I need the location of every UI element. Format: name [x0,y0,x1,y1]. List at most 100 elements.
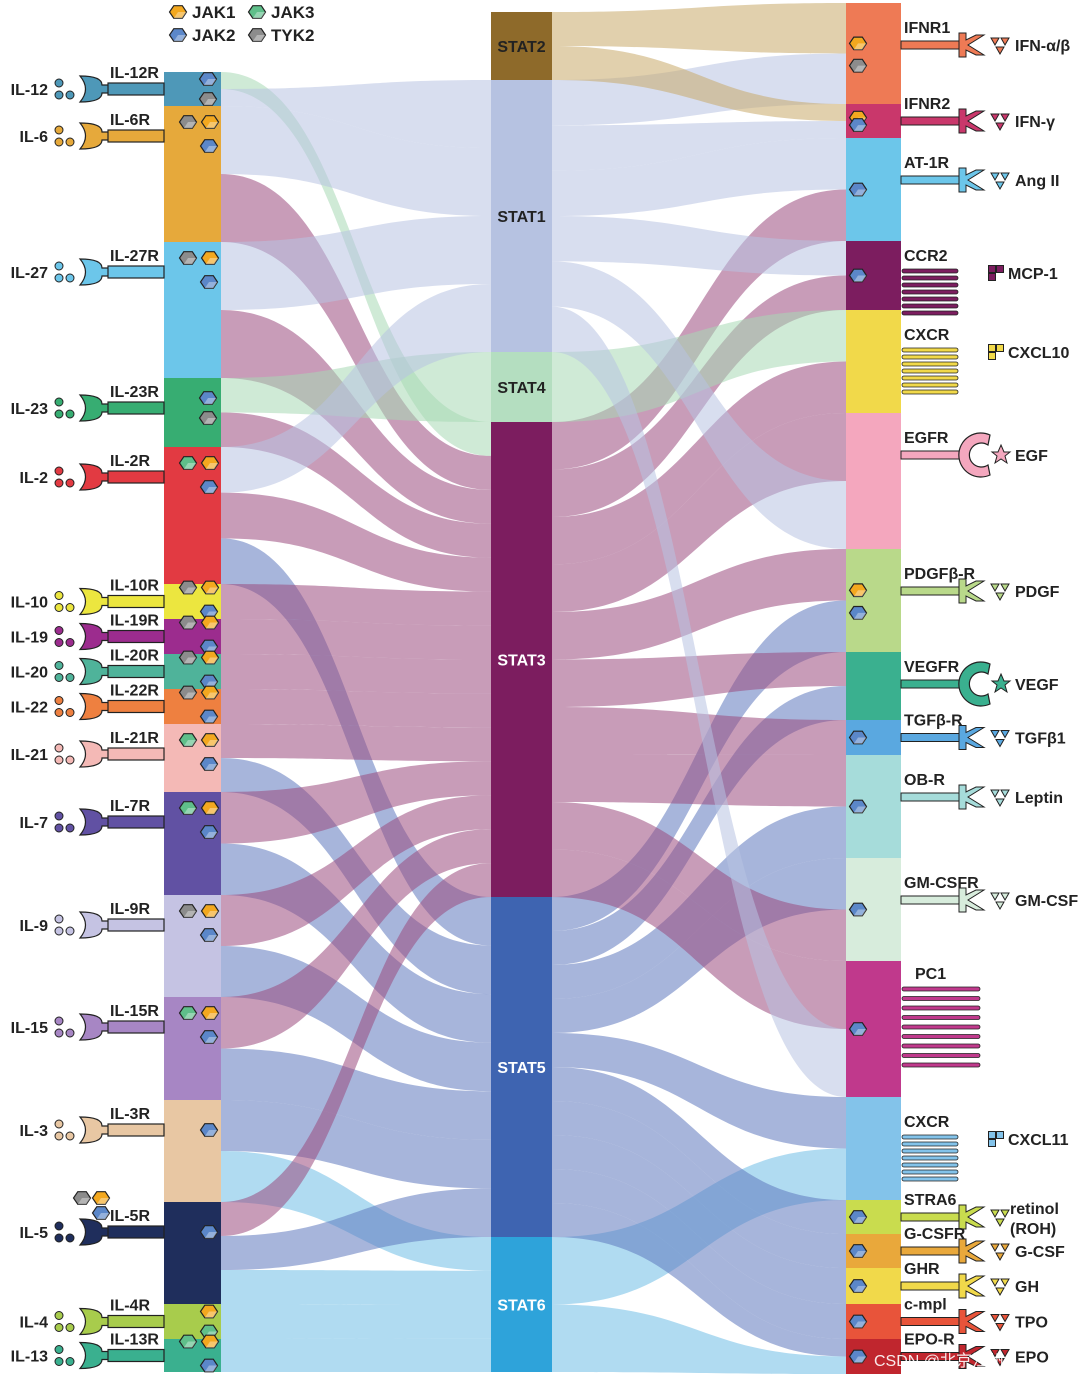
jak1-icon [199,1304,219,1319]
tyk2-icon [72,1191,92,1205]
receptor-label: STRA6 [904,1192,957,1209]
transmembrane-segment [901,1062,981,1068]
receptor-at-1r-2: AT-1R Ang II [848,155,1059,197]
jak1-icon [200,733,220,747]
ligand-dot-icon [65,478,75,488]
receptor-stalk [900,792,960,802]
legend-item-jak3: JAK3 [247,3,314,22]
ligand-dot-icon [54,1119,64,1129]
flow-il-15r-stat5 [221,1048,491,1140]
receptor-stalk [107,129,165,143]
transmembrane-segment [901,1005,981,1011]
ligand-triangle-icon [1000,892,1010,902]
ligand-star-icon [990,443,1012,465]
legend-item-jak1: JAK1 [168,3,235,22]
flow-stat3-pdgf-r [552,549,846,660]
ligand-dot-icon [65,673,75,682]
legend-jak1-icon [168,5,188,19]
legend-jak2-icon [168,28,188,42]
ligand-triangle-icon [995,46,1005,56]
ligand-dot-icon [54,1016,64,1026]
stat-bar-stat5: STAT5 [491,897,552,1237]
receptor-stalk [107,629,165,644]
receptor-stalk [107,747,165,761]
receptor-label: AT-1R [904,155,949,172]
receptor-label: IL-27R [110,248,159,265]
ligand-square-icon [996,1131,1004,1139]
ligand-label: retinol (ROH) [1010,1201,1059,1238]
ligand-triangle-icon [990,892,1000,902]
jak3-icon [178,1006,198,1020]
transmembrane-segment [901,375,959,381]
flow-il-5r-stat6 [221,1270,491,1305]
flow-il-7r-stat3 [221,761,491,844]
receptor-label: IL-6R [110,112,150,129]
receptor-head-icon [78,463,111,491]
ligand-label: IL-2 [20,470,49,487]
receptor-head-icon [78,394,111,422]
ligand-dot-icon [54,125,64,135]
jak2-icon [199,928,219,942]
flow-stat5-vegfr [552,686,846,965]
ligand-label: IL-21 [11,747,48,764]
receptor-label: IL-13R [110,1332,159,1349]
transmembrane-segment [901,289,959,295]
receptor-stalk [107,1123,165,1137]
ligand-triangle-icon [990,1243,1000,1253]
ligand-dot-icon [54,755,64,765]
receptor-stalk [107,1020,165,1034]
jak2-icon [848,799,868,814]
stat-label: STAT5 [497,1060,545,1077]
ligand-dot-icon [54,478,64,488]
ligand-label: IL-13 [11,1349,48,1366]
ligand-dot-icon [54,638,64,647]
receptor-stalk [107,470,165,484]
jak1-icon [200,1006,220,1020]
receptor-stalk [107,1314,165,1329]
ligand-label: IL-12 [11,82,48,99]
flow-il-20r-stat3 [221,654,491,694]
receptor-head-icon [78,1341,111,1370]
receptor-label: OB-R [904,772,945,789]
jak2-icon [848,118,868,132]
ligand-dot-icon [54,673,64,682]
flow-stat1-ccr2 [552,216,846,276]
receptor-label: CCR2 [904,248,948,265]
receptor-head-icon [78,1218,111,1246]
ligand-dot-icon [65,1233,75,1243]
flow-stat5-ghr [552,1135,846,1304]
ligand-triangle-icon [1000,172,1010,182]
receptor-label: EGFR [904,430,949,447]
jak2-icon [199,139,219,153]
receptor-label: PC1 [915,966,946,983]
stat-rect [491,897,552,1237]
jak1-icon [200,580,220,595]
ligand-label: IL-7 [20,815,49,832]
receptor-head-icon [78,122,111,150]
ligand-label: Ang II [1015,173,1059,190]
stat-bar-stat3: STAT3 [491,422,552,897]
ligand-dot-icon [54,1345,64,1354]
transmembrane-segment [901,1155,959,1161]
jak1-icon [91,1191,111,1205]
jak2-icon [198,391,218,405]
ligand-triangle-icon [990,37,1000,47]
receptor-head-icon [78,75,111,103]
ligand-triangle-icon [995,1323,1005,1332]
jak2-icon [199,1225,219,1239]
flow-il-3r-stat5 [221,1100,491,1189]
ligand-dot-icon [65,755,75,765]
receptor-label: CXCR [904,327,950,344]
ligand-label: Leptin [1015,790,1063,807]
tyk2-icon [178,615,198,630]
receptor-head-icon [958,1273,986,1299]
transmembrane-segment [901,303,959,309]
ligand-dot-icon [54,708,64,717]
receptor-g-csfr-14: G-CSFR G-CSF [848,1226,1065,1264]
legend-item-jak2: JAK2 [168,26,235,45]
ligand-dot-icon [54,1028,64,1038]
receptor-head-icon [78,622,111,651]
legend-item-tyk2: TYK2 [247,26,314,45]
stat-label: STAT2 [497,39,545,56]
ligand-dot-icon [54,409,64,419]
